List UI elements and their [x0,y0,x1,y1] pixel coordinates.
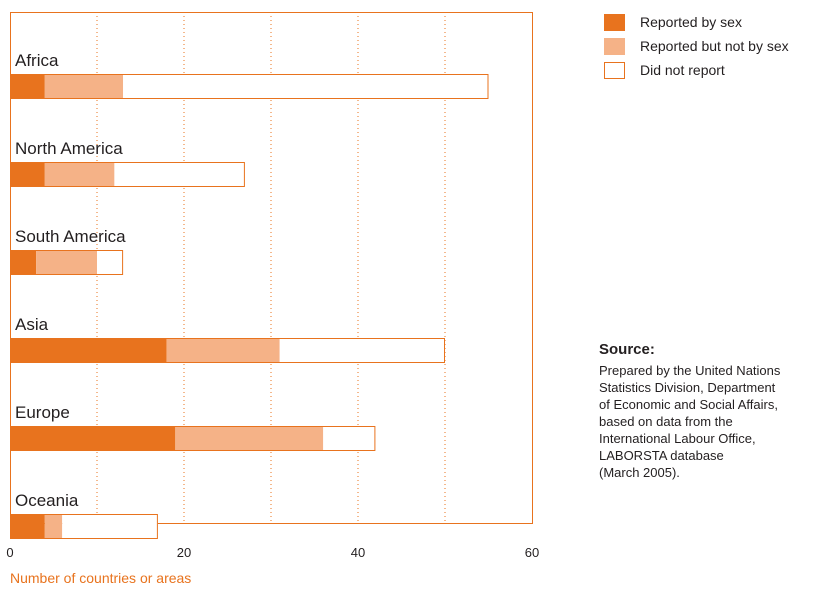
bar-segment [323,426,376,451]
bars [10,74,489,539]
legend-swatch-reported-by-sex [604,13,625,31]
source-line: (March 2005). [599,465,680,480]
category-labels: Africa North America South America Asia Euro… [15,51,126,510]
category-label: Africa [15,51,59,70]
source-title: Source: [599,341,655,358]
legend-item-did-not-report: Did not report [604,58,789,82]
bar-segment [10,426,176,451]
bar-outline [10,426,376,451]
category-label: Europe [15,403,70,422]
bar-segment [10,338,167,363]
source-note: Source: Prepared by the United Nations S… [599,341,817,481]
legend-item-reported-not-by-sex: Reported but not by sex [604,34,789,58]
legend-item-reported-by-sex: Reported by sex [604,10,789,34]
category-label: North America [15,139,123,158]
bar-outline [10,162,245,187]
legend-label: Reported but not by sex [640,38,789,54]
legend-label: Reported by sex [640,14,742,30]
bar-segment [62,514,158,539]
x-tick-label: 40 [351,545,365,560]
x-tick-labels: 0 20 40 60 [6,545,539,560]
bar-segment [97,250,124,275]
bar-segment [44,162,115,187]
category-label: South America [15,227,126,246]
source-line: based on data from the [599,414,733,429]
x-tick-label: 0 [6,545,13,560]
x-tick-label: 20 [177,545,191,560]
bar-segment [10,514,45,539]
bar-segment [114,162,245,187]
bar-segment [36,250,97,275]
bar-segment [10,162,45,187]
source-line: Statistics Division, Department [599,380,776,395]
legend-label: Did not report [640,62,725,78]
category-label: Oceania [15,491,79,510]
category-label: Asia [15,315,49,334]
bar-segment [279,338,445,363]
source-line: International Labour Office, [599,431,756,446]
legend-swatch-did-not-report [604,61,625,79]
source-line: LABORSTA database [599,448,724,463]
bar-segment [123,74,489,99]
bar-segment [10,250,37,275]
bar-segment [44,514,63,539]
bar-outline [10,250,124,275]
bar-segment [10,74,45,99]
bar-outline [10,338,445,363]
legend-swatch-reported-not-by-sex [604,37,625,55]
x-axis-title: Number of countries or areas [10,570,191,586]
x-tick-label: 60 [525,545,539,560]
legend: Reported by sex Reported but not by sex … [604,10,789,82]
bar-segment [166,338,280,363]
bar-outline [10,514,158,539]
bar-segment [175,426,324,451]
source-line: Prepared by the United Nations [599,363,781,378]
source-line: of Economic and Social Affairs, [599,397,778,412]
bar-segment [44,74,124,99]
bar-outline [10,74,489,99]
